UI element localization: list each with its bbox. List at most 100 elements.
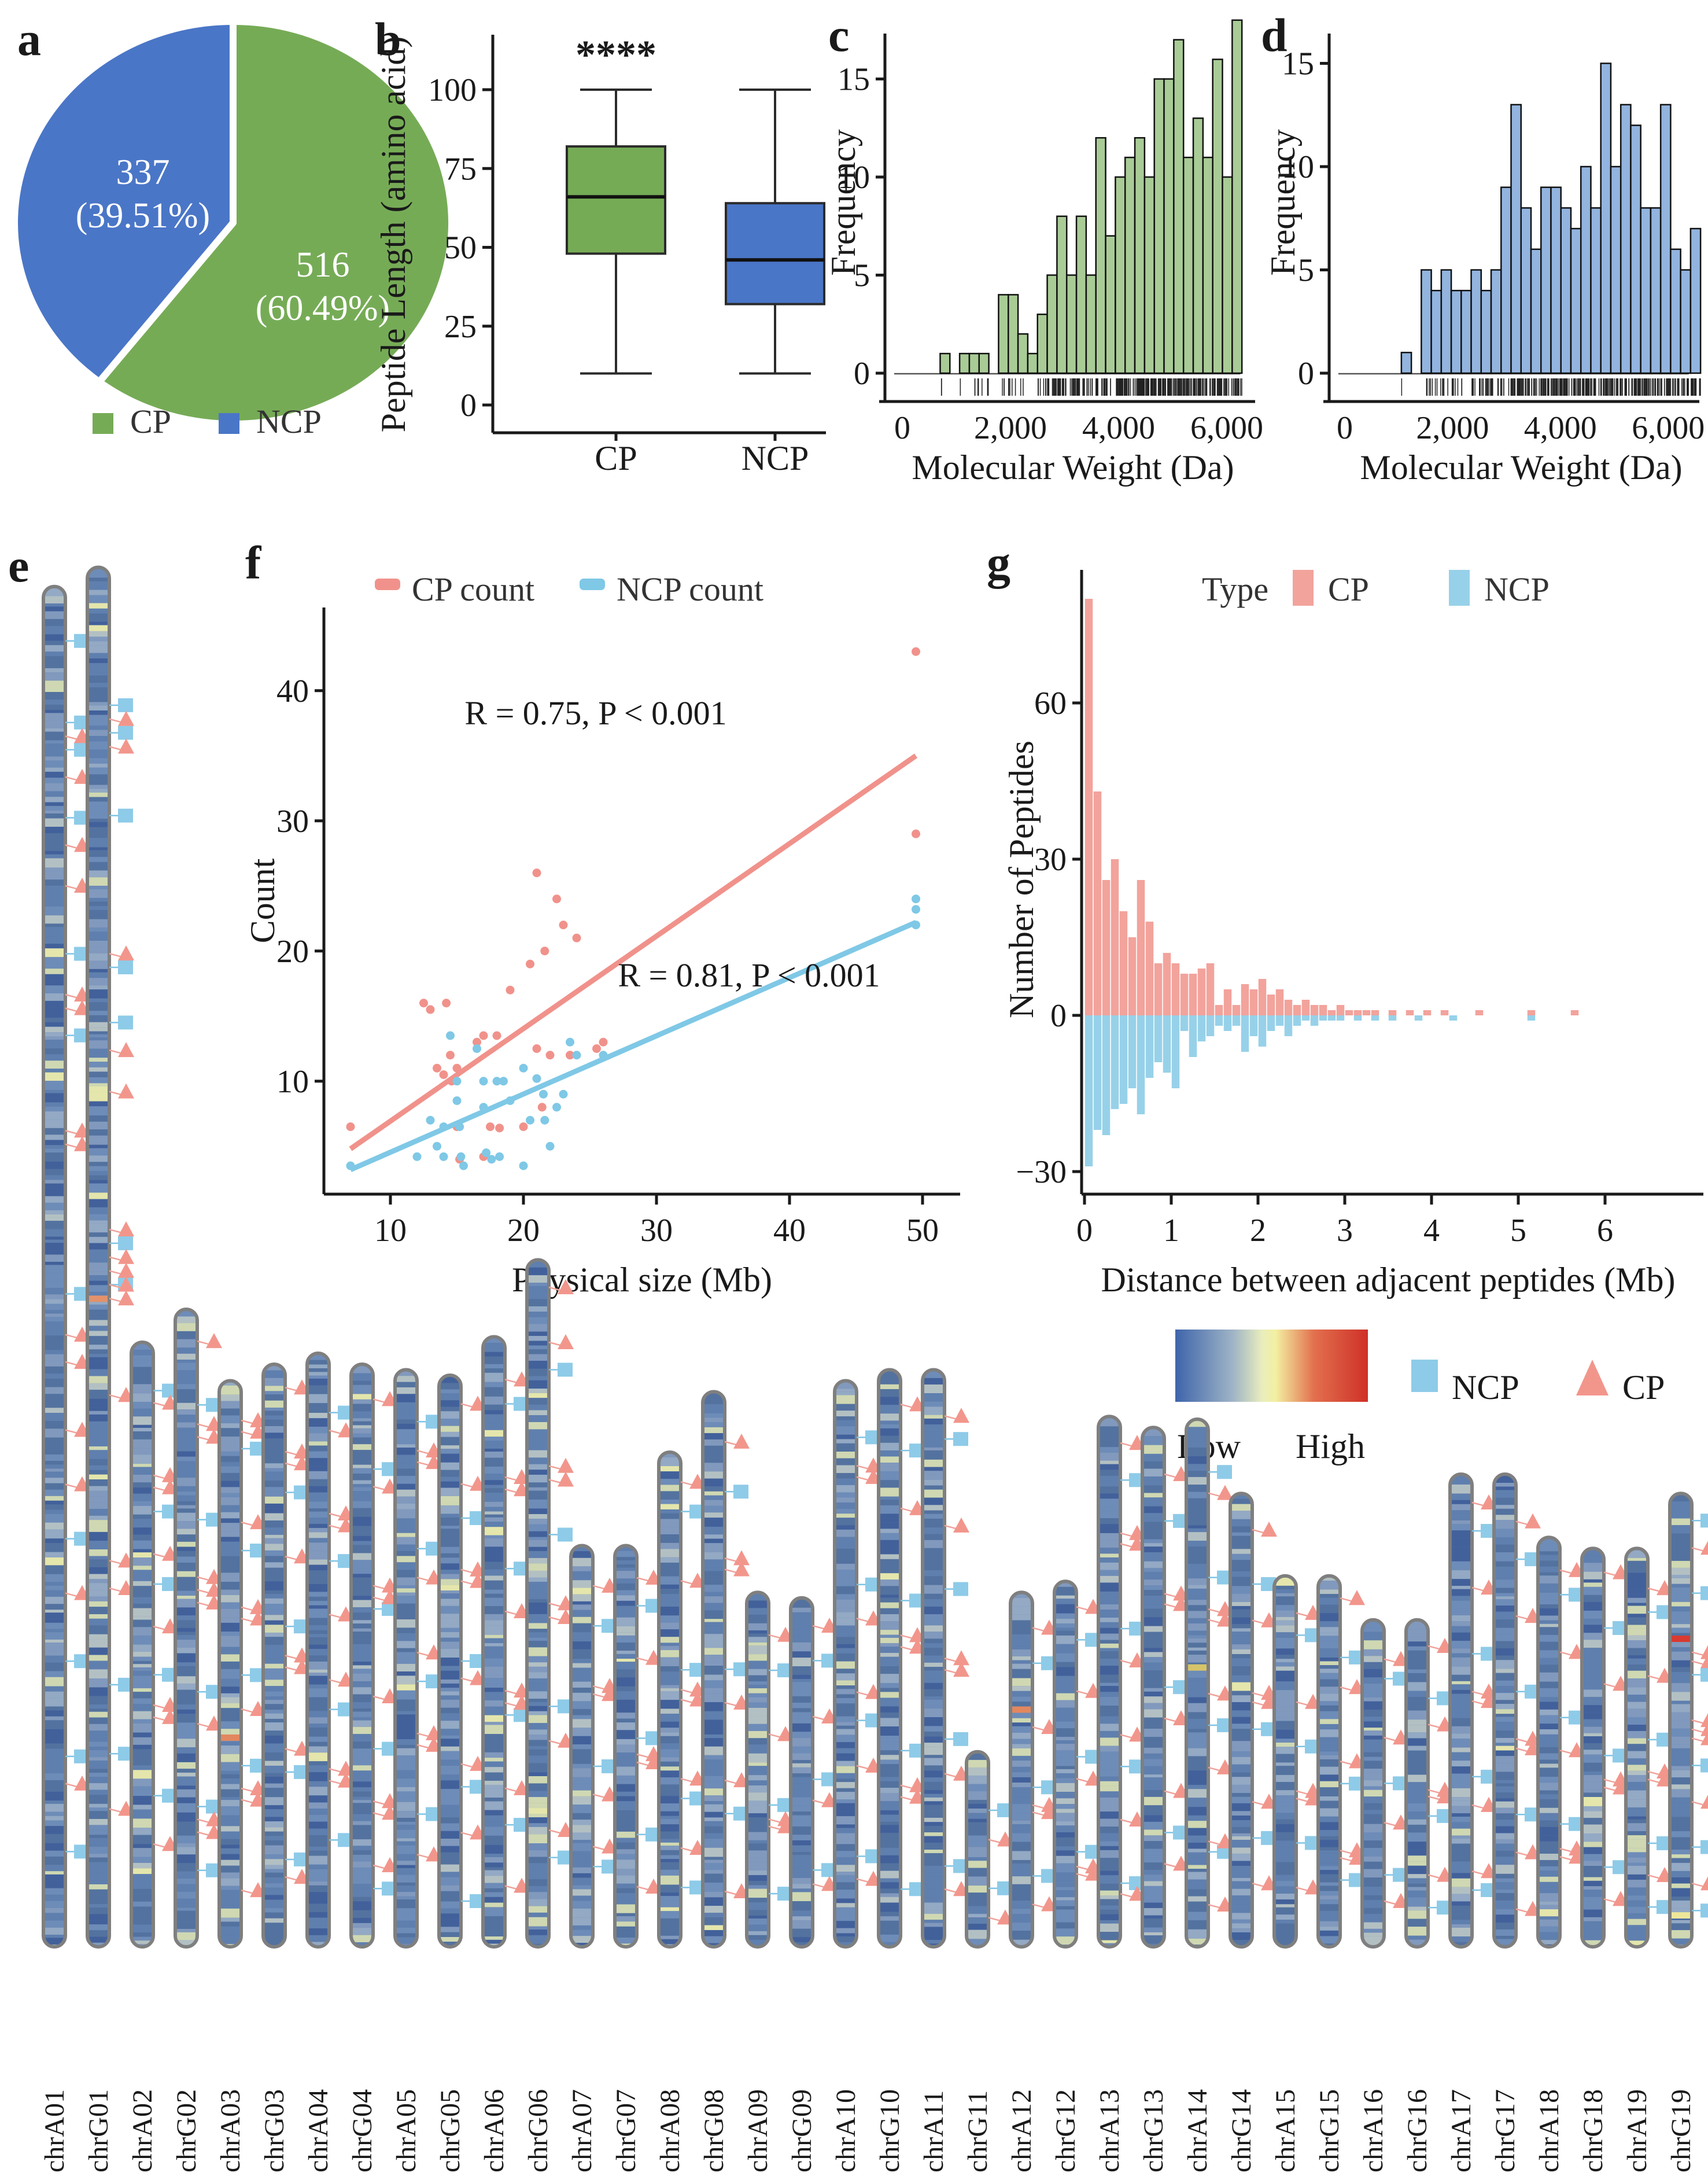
chromosome-band	[1406, 1855, 1428, 1862]
chromosome-band	[351, 1726, 373, 1735]
chromosome-band	[835, 1685, 857, 1689]
chromosome-band	[43, 1816, 65, 1821]
chromosome-band	[1230, 1605, 1252, 1610]
chromosome-band	[659, 1534, 681, 1543]
chromosome-band	[263, 1534, 285, 1538]
chromosome-band	[43, 692, 65, 700]
chromosome-band	[923, 1708, 945, 1718]
chromosome-band	[835, 1722, 857, 1726]
chromosome-band	[351, 1498, 373, 1501]
chromosome-band	[43, 1379, 65, 1387]
chromosome-band	[1494, 1700, 1516, 1704]
chromosome-band	[351, 1464, 373, 1468]
chromosome-band	[219, 1872, 241, 1879]
chromosome-band	[1274, 1813, 1296, 1820]
chromosome-band	[923, 1801, 945, 1805]
chromosome-band	[351, 1411, 373, 1419]
chromosome-band	[1186, 1869, 1208, 1872]
hist-cp-bar	[1036, 314, 1048, 374]
chromosome-band	[87, 998, 109, 1003]
chromosome-band	[175, 1854, 197, 1864]
chromosome-band	[1186, 1436, 1208, 1442]
chromosome-band	[571, 1641, 593, 1649]
chromosome-band	[43, 1413, 65, 1422]
chromosome-band	[87, 1829, 109, 1835]
chromosome-band	[439, 1746, 461, 1751]
histogram-cp-x-label: Molecular Weight (Da)	[912, 448, 1234, 487]
chromosome-band	[1318, 1886, 1340, 1891]
chromosome-band	[395, 1861, 417, 1865]
chromosome-band	[131, 1664, 153, 1667]
chromosome-band	[439, 1585, 461, 1591]
chromosome-band	[1230, 1796, 1252, 1803]
chromosome-band	[43, 1183, 65, 1188]
scatter-point-ncp	[532, 1074, 541, 1083]
ncp-square-marker	[118, 960, 133, 975]
chromosome-chrA07: chrA07	[567, 1544, 618, 2172]
chromosome-band	[527, 1524, 549, 1531]
chromosome-band	[395, 1821, 417, 1825]
scatter-point-ncp	[495, 1152, 504, 1161]
chromosome-bands	[483, 1338, 505, 1947]
chromosome-band	[527, 1699, 549, 1702]
chromosome-band	[263, 1672, 285, 1680]
chromosome-band	[527, 1608, 549, 1614]
chromosome-band	[703, 1833, 725, 1839]
chromosome-bands	[879, 1371, 901, 1947]
hist-ncp-bar	[1600, 62, 1612, 374]
chromosome-band	[87, 687, 109, 693]
chromosome-band	[131, 1770, 153, 1779]
chromosome-band	[703, 1433, 725, 1439]
chromosome-band	[483, 1396, 505, 1405]
mirror-x-tick-label: 4	[1423, 1213, 1440, 1249]
chromosome-band	[923, 1817, 945, 1822]
chromosome-band	[307, 1724, 329, 1728]
chromosome-band	[879, 1688, 901, 1692]
scatter-point-cp	[912, 647, 920, 656]
chromosome-band	[439, 1590, 461, 1594]
chromosome-band	[1318, 1781, 1340, 1788]
cp-connector	[109, 1808, 121, 1813]
chromosome-band	[175, 1579, 197, 1585]
chromosome-band	[1098, 1643, 1120, 1648]
chromosome-band	[1318, 1862, 1340, 1866]
chromosome-band	[1494, 1890, 1516, 1894]
chromosome-band	[1054, 1928, 1076, 1937]
chromosome-band	[527, 1912, 549, 1917]
chromosome-band	[483, 1784, 505, 1789]
chromosome-band	[966, 1910, 988, 1914]
cp-connector	[548, 1616, 560, 1621]
mirror-bar-ncp	[1163, 1015, 1171, 1073]
chromosome-band	[395, 1838, 417, 1842]
chromosome-ideogram: chrA01 chrG01 chrA02 chrG02 chrA03 chrG03 chrA…	[39, 565, 1708, 2172]
chromosome-band	[1450, 1873, 1472, 1879]
chromosome-band	[1406, 1706, 1428, 1711]
chromosome-band	[483, 1451, 505, 1458]
cp-connector	[504, 1689, 517, 1695]
chromosome-band	[923, 1679, 945, 1683]
chromosome-band	[1494, 1572, 1516, 1580]
cp-connector	[65, 735, 77, 740]
cp-connector	[241, 1799, 253, 1803]
chromosome-band	[791, 1910, 813, 1917]
chromosome-band	[835, 1443, 857, 1452]
chromosome-band	[395, 1612, 417, 1619]
chromosome-band	[43, 1387, 65, 1394]
chromosome-band	[87, 1092, 109, 1102]
chromosome-band	[175, 1632, 197, 1636]
chromosome-band	[1186, 1929, 1208, 1939]
chromosome-band	[131, 1566, 153, 1570]
chromosome-band	[87, 1607, 109, 1615]
chromosome-band	[43, 1373, 65, 1379]
chromosome-band	[1054, 1922, 1076, 1929]
chromosome-band	[131, 1514, 153, 1519]
chromosome-band	[87, 1034, 109, 1038]
cp-connector	[65, 1361, 77, 1366]
chromosome-band	[1406, 1646, 1428, 1651]
scatter-point-ncp	[519, 1161, 528, 1170]
chromosome-band	[615, 1849, 637, 1854]
chromosome-band	[439, 1937, 461, 1942]
chromosome-band	[43, 1343, 65, 1350]
cp-connector	[1120, 1543, 1132, 1548]
chromosome-band	[483, 1715, 505, 1722]
